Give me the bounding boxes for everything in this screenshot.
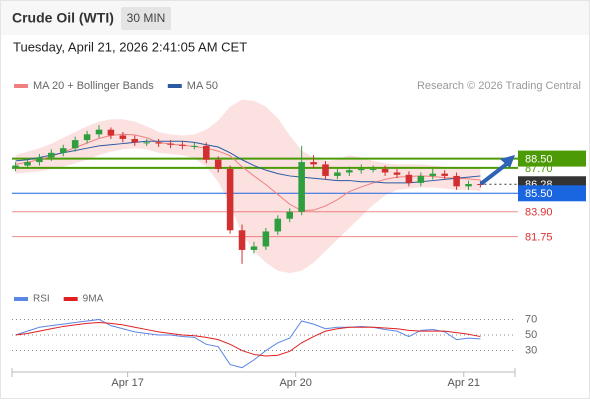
x-tick-label: Apr 17 <box>111 377 143 389</box>
ma-line <box>15 133 481 212</box>
candle-body <box>465 184 472 187</box>
candle-body <box>357 169 365 171</box>
candle-body <box>59 148 67 153</box>
timeframe-badge <box>121 7 171 30</box>
candle-body <box>286 211 294 219</box>
candle-body <box>298 162 305 212</box>
timeframe: 30 MIN <box>127 11 166 25</box>
legend-label: MA 20 + Bollinger Bands <box>33 80 154 92</box>
legend-swatch <box>167 84 182 88</box>
candle-body <box>381 169 389 173</box>
candle-body <box>95 129 103 135</box>
candle-body <box>155 142 162 144</box>
attribution: Research © 2026 Trading Central <box>417 80 581 92</box>
candle-body <box>179 144 186 146</box>
candle-body <box>334 172 341 176</box>
price-plot: MA 20 + Bollinger Bands MA 5087.7088.5086… <box>12 80 586 274</box>
candle-body <box>250 246 258 250</box>
x-tick-label: Apr 20 <box>279 377 311 389</box>
chart-title: Crude Oil (WTI) <box>12 10 114 26</box>
timestamp: Tuesday, April 21, 2026 2:41:05 AM CET <box>13 39 247 54</box>
candle-body <box>322 164 329 176</box>
candle-body <box>119 135 127 139</box>
candle-body <box>393 172 401 175</box>
header-bar <box>1 1 589 35</box>
candle-body <box>417 175 425 183</box>
candle-body <box>24 162 31 166</box>
candle-body <box>238 230 246 250</box>
candle-body <box>214 159 222 169</box>
candle-body <box>346 170 353 173</box>
candle-body <box>441 173 448 176</box>
level-label: 81.75 <box>525 232 553 244</box>
level-box <box>518 185 586 202</box>
trend-arrow-head <box>500 155 515 168</box>
candle-body <box>107 129 115 136</box>
candle-body <box>83 134 91 141</box>
level-box <box>518 150 586 167</box>
candle-body <box>310 162 317 165</box>
candle-body <box>226 169 234 231</box>
legend-label: RSI <box>33 294 50 305</box>
candle-body <box>262 231 270 247</box>
legend-swatch <box>63 297 78 301</box>
level-label: 85.50 <box>525 188 553 200</box>
level-label: 83.90 <box>525 207 553 219</box>
ma-line <box>15 140 481 184</box>
candle-body <box>48 152 55 158</box>
rsi-line <box>15 322 481 357</box>
candle-body <box>453 175 460 187</box>
candle-body <box>405 174 413 183</box>
y-tick-label: 70 <box>525 313 537 325</box>
legend-swatch <box>14 84 28 88</box>
candle-body <box>477 184 484 186</box>
candle-body <box>369 169 377 170</box>
candle-body <box>143 142 150 144</box>
candle-body <box>12 165 19 168</box>
candle-body <box>71 140 79 149</box>
legend-label: 9MA <box>83 294 104 305</box>
candle-body <box>203 145 210 160</box>
candle-body <box>36 157 43 163</box>
candle-body <box>167 143 174 145</box>
candle-body <box>131 138 139 143</box>
candle-body <box>429 173 437 176</box>
candle-body <box>191 145 198 147</box>
rsi-line <box>15 318 481 369</box>
legend-label: MA 50 <box>187 80 218 92</box>
y-tick-label: 30 <box>525 344 537 356</box>
trend-arrow <box>480 161 510 185</box>
level-label: 88.50 <box>525 154 553 166</box>
x-tick-label: Apr 21 <box>448 377 480 389</box>
y-tick-label: 50 <box>525 329 537 341</box>
candle-body <box>274 218 282 232</box>
legend-swatch <box>14 297 28 301</box>
